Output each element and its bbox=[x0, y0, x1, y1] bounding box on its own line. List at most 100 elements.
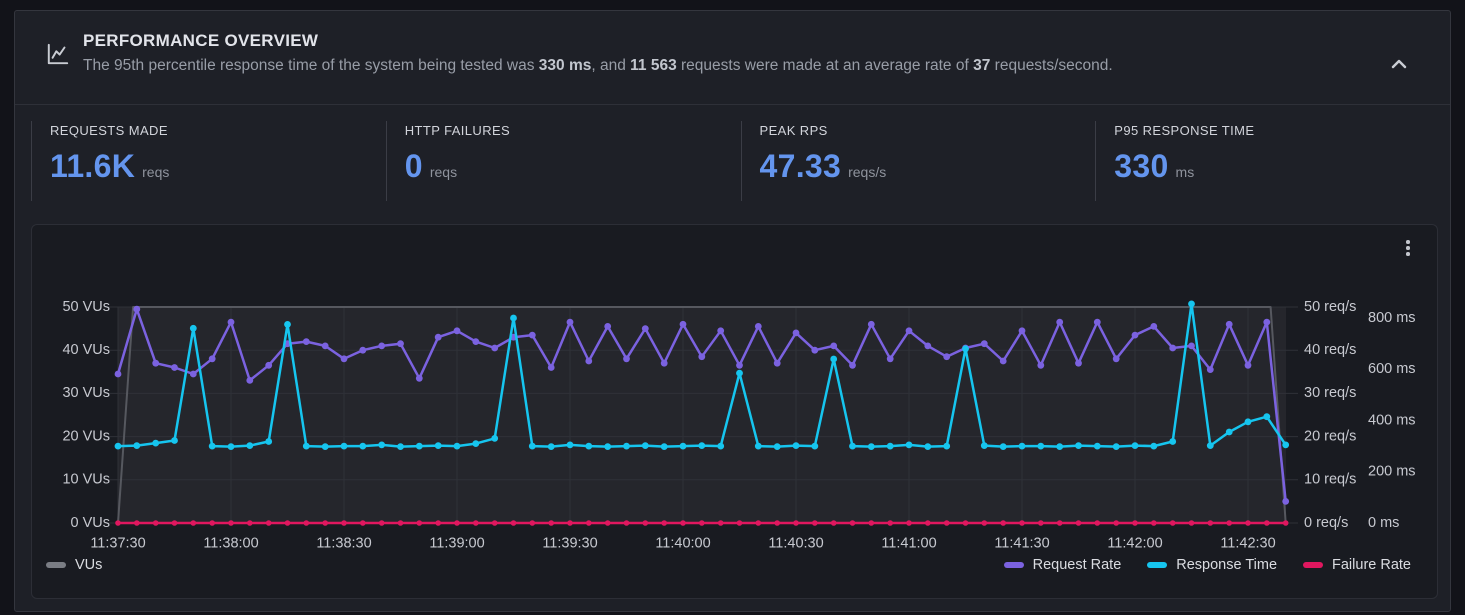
stat-requests-made: REQUESTS MADE 11.6K reqs bbox=[31, 121, 386, 201]
series-dot-response-time bbox=[980, 442, 988, 449]
series-dot-response-time bbox=[1282, 441, 1290, 449]
series-dot-response-time bbox=[905, 441, 913, 449]
stat-label: HTTP FAILURES bbox=[404, 123, 511, 138]
series-dot-failure-rate bbox=[604, 520, 611, 526]
legend-group-right: Request Rate Response Time Failure Rate bbox=[1003, 557, 1411, 573]
series-dot-request-rate bbox=[1112, 355, 1120, 363]
y-axis-left-tick-label: 40 VUs bbox=[62, 342, 110, 358]
series-dot-failure-rate bbox=[774, 520, 780, 526]
series-dot-response-time bbox=[924, 443, 932, 450]
y-axis-ms-tick-label: 800 ms bbox=[1368, 310, 1416, 326]
series-dot-request-rate bbox=[717, 327, 725, 335]
y-axis-ms-tick-label: 200 ms bbox=[1368, 464, 1416, 480]
series-dot-response-time bbox=[679, 442, 687, 450]
series-dot-failure-rate bbox=[1188, 520, 1195, 526]
performance-chart-icon bbox=[47, 43, 69, 65]
series-dot-failure-rate bbox=[247, 520, 253, 526]
series-dot-request-rate bbox=[472, 338, 480, 345]
stat-label: PEAK RPS bbox=[759, 123, 828, 138]
x-axis-tick-label: 11:37:30 bbox=[90, 536, 145, 552]
series-dot-failure-rate bbox=[1094, 520, 1101, 526]
series-dot-request-rate bbox=[623, 355, 630, 363]
series-dot-failure-rate bbox=[1282, 520, 1289, 526]
series-dot-response-time bbox=[208, 442, 216, 450]
x-axis-tick-label: 11:40:00 bbox=[655, 536, 710, 552]
legend-swatch-response-time bbox=[1147, 562, 1168, 568]
series-dot-response-time bbox=[792, 442, 800, 449]
series-dot-failure-rate bbox=[699, 520, 705, 526]
series-dot-failure-rate bbox=[1207, 520, 1214, 526]
plot-area[interactable] bbox=[118, 307, 1286, 523]
series-dot-request-rate bbox=[943, 353, 951, 361]
series-dot-response-time bbox=[133, 442, 141, 449]
stat-peak-rps: PEAK RPS 47.33 reqs/s bbox=[740, 121, 1096, 201]
y-axis-left-tick-label: 30 VUs bbox=[62, 385, 110, 401]
series-dot-failure-rate bbox=[1038, 520, 1044, 526]
stat-value: 47.33 bbox=[759, 148, 842, 184]
series-dot-response-time bbox=[397, 443, 404, 450]
series-dot-failure-rate bbox=[190, 520, 197, 526]
y-axis-left-tick-label: 50 VUs bbox=[62, 299, 110, 315]
series-dot-request-rate bbox=[227, 318, 235, 326]
page-title: PERFORMANCE OVERVIEW bbox=[83, 31, 319, 50]
legend-label: Response Time bbox=[1176, 557, 1278, 573]
series-dot-request-rate bbox=[114, 370, 122, 378]
header-divider bbox=[15, 104, 1450, 105]
series-dot-request-rate bbox=[208, 355, 216, 363]
x-axis-tick-label: 11:42:30 bbox=[1220, 536, 1275, 552]
y-axis-left-tick-label: 20 VUs bbox=[62, 428, 110, 444]
x-axis-tick-label: 11:41:30 bbox=[994, 536, 1049, 552]
series-dot-failure-rate bbox=[416, 520, 423, 526]
legend-item-request-rate[interactable]: Request Rate bbox=[1003, 557, 1121, 573]
series-dot-failure-rate bbox=[793, 520, 799, 526]
kebab-menu-icon[interactable] bbox=[1399, 238, 1417, 258]
series-dot-request-rate bbox=[698, 353, 706, 361]
series-dot-failure-rate bbox=[755, 520, 762, 526]
series-dot-request-rate bbox=[1282, 498, 1290, 505]
series-dot-response-time bbox=[359, 442, 367, 450]
series-dot-failure-rate bbox=[1113, 520, 1119, 526]
series-dot-request-rate bbox=[1037, 361, 1045, 369]
x-axis-tick-label: 11:38:30 bbox=[316, 536, 371, 552]
y-axis-rps-tick-label: 10 req/s bbox=[1304, 472, 1356, 488]
series-dot-request-rate bbox=[265, 361, 273, 369]
series-dot-failure-rate bbox=[378, 520, 385, 526]
series-dot-request-rate bbox=[434, 333, 442, 341]
legend-item-failure-rate[interactable]: Failure Rate bbox=[1303, 557, 1411, 573]
series-dot-response-time bbox=[811, 442, 819, 450]
series-dot-failure-rate bbox=[981, 520, 988, 526]
series-dot-request-rate bbox=[340, 355, 348, 363]
stat-unit: reqs bbox=[429, 164, 458, 180]
series-dot-response-time bbox=[152, 439, 160, 447]
collapse-section-button[interactable] bbox=[1386, 53, 1412, 75]
series-dot-request-rate bbox=[453, 327, 461, 335]
series-dot-response-time bbox=[1188, 300, 1195, 308]
series-dot-response-time bbox=[1169, 438, 1177, 445]
series-dot-failure-rate bbox=[473, 520, 479, 526]
chevron-up-icon bbox=[1391, 59, 1407, 69]
series-dot-request-rate bbox=[924, 342, 932, 350]
series-dot-response-time bbox=[265, 438, 273, 445]
series-dot-request-rate bbox=[302, 338, 310, 345]
legend-item-response-time[interactable]: Response Time bbox=[1147, 557, 1277, 573]
series-dot-failure-rate bbox=[1245, 520, 1251, 526]
series-dot-response-time bbox=[1131, 442, 1139, 449]
series-dot-response-time bbox=[566, 441, 574, 449]
summary-request-count: 11 563 bbox=[630, 57, 677, 74]
timeseries-chart-panel: 0 VUs 0 req/s 10 VUs 10 req/s 20 VUs 20 req/s… bbox=[31, 224, 1438, 599]
chart-canvas[interactable]: 0 VUs 0 req/s 10 VUs 10 req/s 20 VUs 20 req/s… bbox=[32, 225, 1437, 555]
series-dot-failure-rate bbox=[717, 520, 724, 526]
series-dot-failure-rate bbox=[1075, 520, 1082, 526]
series-dot-request-rate bbox=[321, 342, 329, 350]
legend-swatch-vus bbox=[46, 562, 66, 568]
series-dot-failure-rate bbox=[1019, 520, 1025, 526]
stat-unit: reqs bbox=[142, 164, 170, 180]
series-dot-request-rate bbox=[528, 331, 536, 339]
chart-legend: VUs Request Rate Response Time Failure Rat… bbox=[32, 557, 1437, 573]
series-dot-request-rate bbox=[359, 346, 367, 354]
series-dot-request-rate bbox=[999, 357, 1007, 365]
series-dot-failure-rate bbox=[849, 520, 856, 526]
stat-http-failures: HTTP FAILURES 0 reqs bbox=[385, 121, 741, 201]
legend-item-vus[interactable]: VUs bbox=[46, 557, 102, 573]
